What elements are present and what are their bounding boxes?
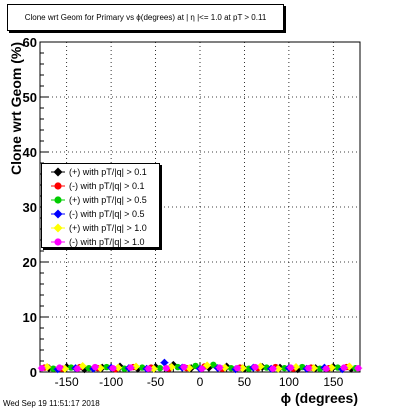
data-points bbox=[37, 358, 363, 374]
y-tick-label: 50 bbox=[23, 90, 37, 105]
legend: (+) with pT/|q| > 0.1 (-) with pT/|q| > 0… bbox=[41, 163, 160, 248]
data-point bbox=[251, 363, 259, 371]
data-point bbox=[281, 364, 288, 372]
data-point bbox=[127, 364, 134, 371]
data-point bbox=[210, 361, 217, 369]
data-point bbox=[203, 361, 212, 370]
grid-lines bbox=[40, 42, 360, 372]
data-point bbox=[355, 364, 362, 372]
data-point bbox=[74, 365, 81, 372]
data-point bbox=[163, 364, 170, 372]
y-tick-label: 10 bbox=[23, 310, 37, 325]
legend-label: (-) with pT/|q| > 1.0 bbox=[69, 237, 145, 247]
data-point bbox=[156, 364, 164, 372]
y-tick-label: 30 bbox=[23, 200, 37, 215]
x-tick-label: 0 bbox=[197, 375, 204, 389]
data-point bbox=[167, 363, 176, 372]
tick-labels: -150 -100 -50 0 50 100 150 0 10 20 30 40 50 60 bbox=[23, 35, 344, 389]
data-point bbox=[269, 365, 277, 372]
data-point bbox=[145, 365, 152, 372]
chart-title: Clone wrt Geom for Primary vs ϕ(degrees)… bbox=[24, 13, 267, 22]
legend-marker bbox=[42, 207, 69, 221]
data-point bbox=[38, 364, 45, 372]
data-point bbox=[216, 364, 223, 371]
legend-entry: (-) with pT/|q| > 1.0 bbox=[42, 235, 159, 249]
x-tick-label: 50 bbox=[238, 375, 252, 389]
y-tick-label: 60 bbox=[23, 35, 37, 50]
x-tick-label: -150 bbox=[55, 375, 79, 389]
data-point bbox=[91, 363, 99, 371]
title-box: Clone wrt Geom for Primary vs ϕ(degrees)… bbox=[7, 4, 284, 31]
data-point bbox=[292, 363, 300, 372]
x-tick-label: -50 bbox=[147, 375, 165, 389]
legend-label: (-) with pT/|q| > 0.1 bbox=[69, 181, 145, 191]
y-tick-label: 20 bbox=[23, 255, 37, 270]
x-axis-label: ϕ (degrees) bbox=[281, 390, 358, 406]
y-tick-label: 0 bbox=[30, 365, 37, 380]
x-tick-label: 150 bbox=[323, 375, 343, 389]
legend-marker bbox=[42, 165, 69, 179]
data-point bbox=[234, 364, 241, 372]
legend-entry: (+) with pT/|q| > 0.5 bbox=[42, 193, 159, 207]
data-point bbox=[185, 364, 194, 373]
data-point bbox=[132, 362, 140, 371]
legend-label: (+) with pT/|q| > 1.0 bbox=[69, 223, 147, 233]
legend-marker bbox=[42, 221, 69, 235]
data-point bbox=[60, 364, 69, 373]
x-tick-label: -100 bbox=[99, 375, 123, 389]
legend-symbol bbox=[53, 209, 63, 219]
data-point bbox=[305, 364, 312, 372]
data-point bbox=[345, 362, 354, 371]
data-point bbox=[56, 364, 63, 371]
data-point bbox=[180, 363, 188, 371]
data-point bbox=[43, 363, 52, 372]
legend-symbol bbox=[53, 223, 63, 233]
data-point bbox=[287, 364, 294, 371]
legend-label: (+) with pT/|q| > 0.1 bbox=[69, 167, 147, 177]
legend-label: (+) with pT/|q| > 0.5 bbox=[69, 195, 147, 205]
legend-marker bbox=[42, 193, 69, 207]
legend-entry: (+) with pT/|q| > 1.0 bbox=[42, 221, 159, 235]
data-point bbox=[323, 365, 330, 372]
data-point bbox=[96, 364, 105, 373]
data-point bbox=[198, 365, 205, 372]
legend-symbol bbox=[54, 196, 62, 204]
data-point bbox=[274, 364, 283, 373]
data-point bbox=[149, 364, 158, 373]
legend-marker bbox=[42, 179, 69, 193]
legend-marker bbox=[42, 235, 69, 249]
data-point bbox=[114, 363, 123, 372]
data-point bbox=[256, 362, 265, 371]
data-point bbox=[340, 364, 348, 371]
series-group bbox=[43, 361, 354, 373]
data-point bbox=[160, 358, 169, 367]
y-tick-label: 40 bbox=[23, 145, 37, 160]
x-tick-label: 100 bbox=[279, 375, 299, 389]
legend-symbol bbox=[54, 238, 62, 246]
data-point bbox=[109, 364, 117, 372]
legend-symbol bbox=[53, 167, 63, 177]
timestamp: Wed Sep 19 11:51:17 2018 bbox=[3, 399, 100, 408]
data-point bbox=[238, 364, 247, 373]
series-group bbox=[37, 363, 363, 372]
data-point bbox=[309, 364, 318, 373]
legend-entry: (-) with pT/|q| > 0.5 bbox=[42, 207, 159, 221]
legend-symbol bbox=[54, 182, 62, 190]
y-axis-label: Clone wrt Geom (%) bbox=[8, 42, 24, 175]
legend-label: (-) with pT/|q| > 0.5 bbox=[69, 209, 145, 219]
data-point bbox=[327, 363, 336, 372]
data-point bbox=[78, 361, 87, 370]
legend-entry: (+) with pT/|q| > 0.1 bbox=[42, 165, 159, 179]
data-point bbox=[220, 363, 229, 372]
legend-entry: (-) with pT/|q| > 0.1 bbox=[42, 179, 159, 193]
